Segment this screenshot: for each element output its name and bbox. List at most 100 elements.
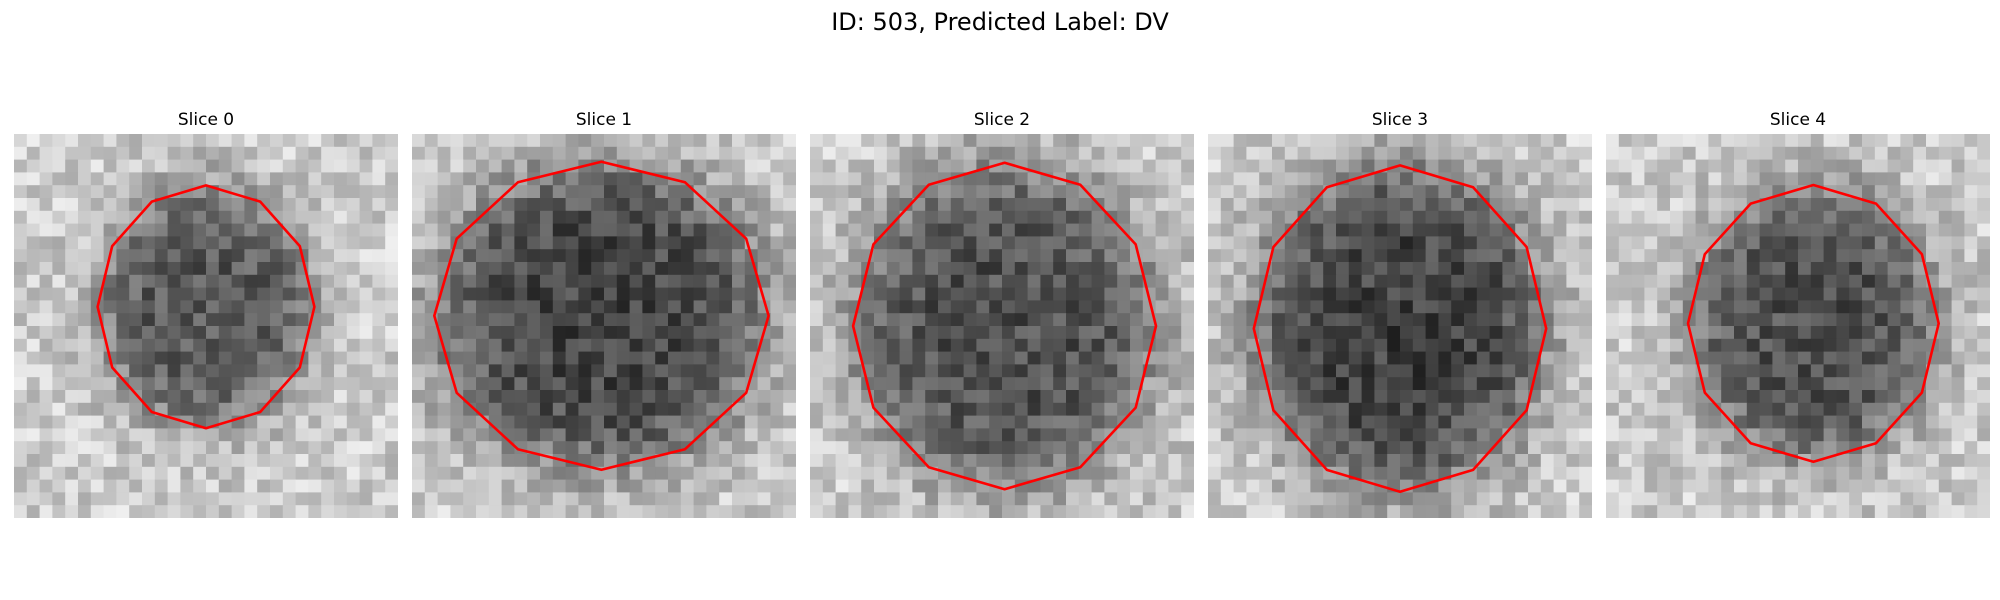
image-pixel xyxy=(565,415,579,429)
image-pixel xyxy=(1104,505,1118,518)
image-pixel xyxy=(450,454,464,468)
image-pixel xyxy=(861,185,875,199)
image-pixel xyxy=(1091,185,1105,199)
image-pixel xyxy=(1040,326,1054,340)
image-pixel xyxy=(1849,172,1863,186)
image-pixel xyxy=(218,326,233,340)
image-pixel xyxy=(668,505,682,518)
image-pixel xyxy=(1361,146,1375,161)
image-pixel xyxy=(1772,479,1786,493)
image-pixel xyxy=(463,198,477,212)
image-pixel xyxy=(1682,454,1697,468)
image-pixel xyxy=(116,338,130,353)
image-pixel xyxy=(899,479,913,493)
image-pixel xyxy=(116,466,130,481)
image-pixel xyxy=(1259,210,1273,225)
image-pixel xyxy=(218,505,233,518)
image-pixel xyxy=(78,159,92,173)
image-pixel xyxy=(514,185,528,199)
image-pixel xyxy=(655,505,669,518)
image-pixel xyxy=(732,454,746,468)
image-pixel xyxy=(1208,313,1222,327)
image-pixel xyxy=(257,223,271,237)
image-pixel xyxy=(359,466,373,481)
image-pixel xyxy=(1579,236,1592,250)
image-pixel xyxy=(783,364,796,378)
image-pixel xyxy=(950,236,965,250)
image-pixel xyxy=(1670,479,1684,493)
image-pixel xyxy=(527,210,541,225)
image-pixel xyxy=(359,223,373,237)
image-pixel xyxy=(1155,146,1169,161)
image-pixel xyxy=(591,402,605,417)
image-pixel xyxy=(1464,198,1478,212)
image-pixel xyxy=(757,185,771,199)
image-pixel xyxy=(1964,146,1978,161)
image-pixel xyxy=(655,249,669,263)
image-pixel xyxy=(1849,210,1863,225)
image-pixel xyxy=(450,441,464,455)
image-pixel xyxy=(1066,223,1080,237)
image-pixel xyxy=(1002,210,1016,225)
image-pixel xyxy=(463,466,477,481)
image-pixel xyxy=(218,441,233,455)
image-pixel xyxy=(308,364,322,378)
image-pixel xyxy=(1657,428,1671,442)
image-pixel xyxy=(514,198,528,212)
image-pixel xyxy=(1181,274,1194,289)
image-pixel xyxy=(78,236,92,250)
image-pixel xyxy=(1284,505,1299,518)
image-pixel xyxy=(1708,377,1722,391)
image-pixel xyxy=(476,185,490,199)
image-pixel xyxy=(950,415,965,429)
image-pixel xyxy=(668,390,682,404)
image-pixel xyxy=(359,338,373,353)
image-pixel xyxy=(321,274,335,289)
image-pixel xyxy=(1297,262,1311,276)
image-pixel xyxy=(604,479,618,493)
image-pixel xyxy=(270,210,284,225)
image-pixel xyxy=(925,428,939,442)
image-pixel xyxy=(1310,326,1324,340)
image-pixel xyxy=(257,415,271,429)
image-pixel xyxy=(822,210,837,225)
image-pixel xyxy=(14,249,28,263)
image-pixel xyxy=(1566,492,1580,506)
image-pixel xyxy=(1117,390,1131,404)
image-pixel xyxy=(886,454,901,468)
image-pixel xyxy=(1721,198,1735,212)
image-pixel xyxy=(1670,351,1684,365)
image-pixel xyxy=(1014,185,1029,199)
image-pixel xyxy=(385,326,398,340)
image-pixel xyxy=(103,377,117,391)
image-pixel xyxy=(1272,377,1286,391)
image-pixel xyxy=(412,134,426,148)
image-pixel xyxy=(1489,300,1503,314)
image-pixel xyxy=(1900,198,1914,212)
image-pixel xyxy=(886,364,901,378)
image-pixel xyxy=(912,236,926,250)
image-pixel xyxy=(1926,492,1940,506)
image-pixel xyxy=(1759,287,1773,301)
image-pixel xyxy=(770,338,784,353)
image-pixel xyxy=(552,223,567,237)
image-pixel xyxy=(706,390,720,404)
image-pixel xyxy=(334,326,348,340)
image-pixel xyxy=(193,466,207,481)
image-pixel xyxy=(1002,146,1016,161)
image-pixel xyxy=(424,198,439,212)
image-pixel xyxy=(1695,415,1709,429)
image-pixel xyxy=(1540,159,1555,173)
image-pixel xyxy=(52,287,66,301)
image-pixel xyxy=(1862,492,1876,506)
image-pixel xyxy=(180,172,194,186)
image-pixel xyxy=(26,300,41,314)
image-pixel xyxy=(578,415,592,429)
image-pixel xyxy=(437,198,451,212)
image-pixel xyxy=(154,466,169,481)
image-pixel xyxy=(295,185,309,199)
image-pixel xyxy=(488,326,503,340)
image-pixel xyxy=(1631,338,1645,353)
image-pixel xyxy=(1631,505,1645,518)
image-pixel xyxy=(706,338,720,353)
